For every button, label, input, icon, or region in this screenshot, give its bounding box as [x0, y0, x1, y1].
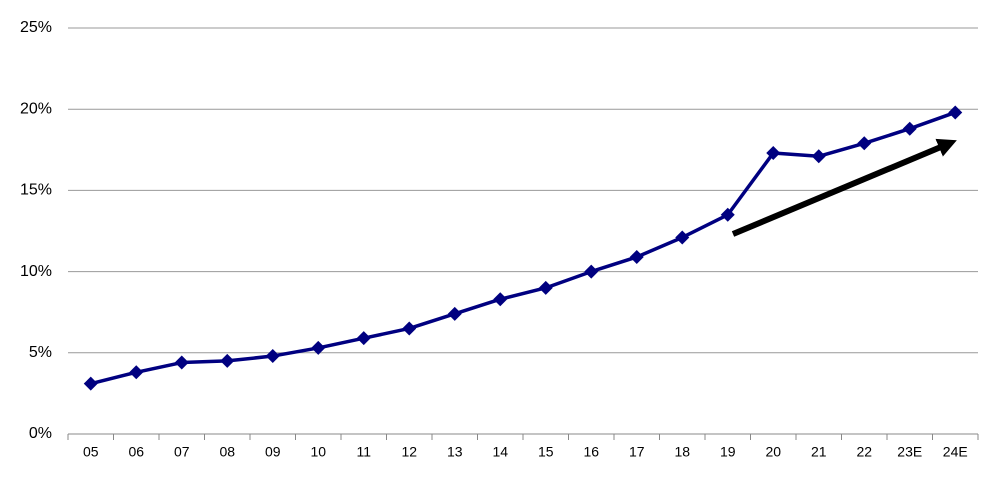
marker	[629, 249, 644, 264]
x-tick-label: 10	[310, 444, 326, 460]
marker	[857, 136, 872, 151]
x-tick-label: 09	[265, 444, 281, 460]
x-tick-label: 19	[720, 444, 736, 460]
x-tick-label: 23E	[897, 444, 922, 460]
x-tick-label: 21	[811, 444, 827, 460]
line	[90, 110, 956, 386]
y-tick-label: 5%	[29, 344, 52, 361]
x-tick-label: 18	[674, 444, 690, 460]
marker	[766, 146, 781, 161]
y-tick-label: 0%	[29, 425, 52, 442]
x-tick-label: 05	[83, 444, 99, 460]
x-tick-label: 24E	[943, 444, 968, 460]
marker	[447, 306, 462, 321]
marker	[948, 105, 963, 120]
x-tick-label: 12	[401, 444, 417, 460]
marker	[265, 349, 280, 364]
x-tick-label: 15	[538, 444, 554, 460]
marker	[584, 264, 599, 279]
x-tick-label: 22	[856, 444, 872, 460]
x-tick-label: 06	[128, 444, 144, 460]
marker	[129, 365, 144, 380]
x-tick-label: 11	[356, 444, 371, 460]
y-tick-label: 15%	[20, 182, 52, 199]
trend-arrow	[731, 138, 957, 237]
marker	[493, 292, 508, 307]
x-tick-label: 07	[174, 444, 190, 460]
x-tick-label: 20	[765, 444, 781, 460]
marker	[675, 230, 690, 245]
x-tick-label: 17	[629, 444, 645, 460]
y-tick-label: 25%	[20, 19, 52, 36]
x-tick-label: 16	[583, 444, 599, 460]
marker	[811, 149, 826, 164]
marker	[83, 376, 98, 391]
marker	[174, 355, 189, 370]
x-tick-label: 08	[219, 444, 235, 460]
marker	[720, 207, 735, 222]
x-tick-label: 14	[492, 444, 508, 460]
marker	[402, 321, 417, 336]
marker	[311, 340, 326, 355]
grid: 0% 5% 10% 15% 20% 25% 05 06 07 08 09 10 11 12 13 14 15 16…	[20, 19, 979, 460]
marker	[538, 280, 553, 295]
y-tick-label: 10%	[20, 263, 52, 280]
marker	[902, 121, 917, 136]
marker	[220, 353, 235, 368]
plot	[83, 105, 963, 391]
x-tick-label: 13	[447, 444, 463, 460]
marker	[356, 331, 371, 346]
y-tick-label: 20%	[20, 100, 52, 117]
